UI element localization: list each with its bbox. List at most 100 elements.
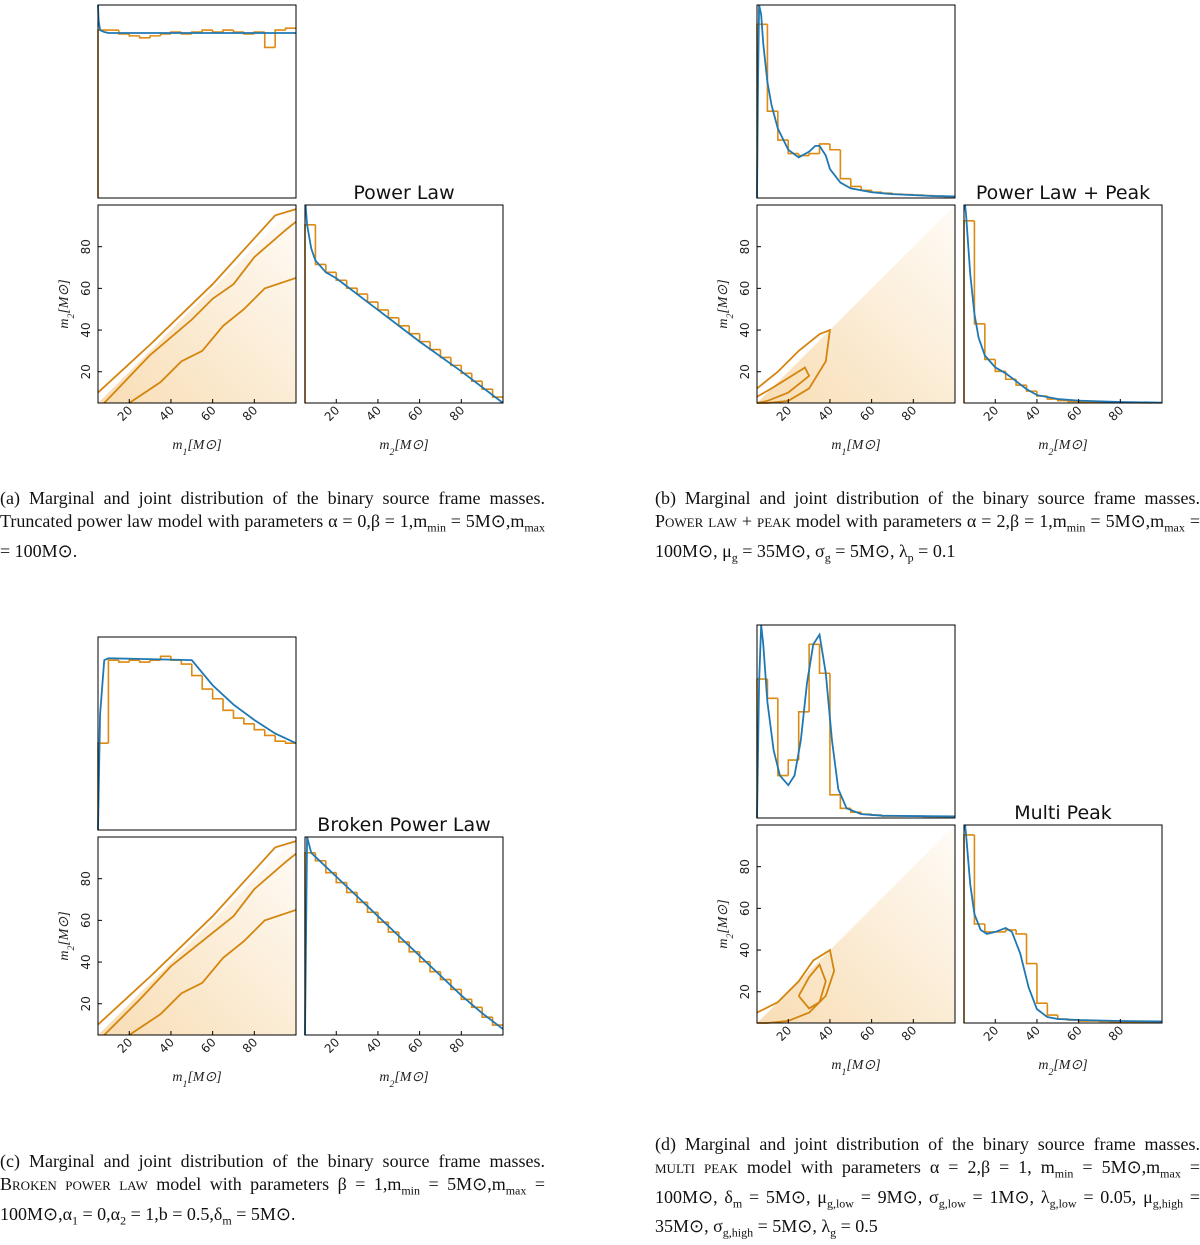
caption-run: min [1055, 1167, 1074, 1181]
histogram-step [767, 24, 777, 111]
y-tick-label: 20 [738, 364, 752, 379]
x-tick-label: 60 [198, 403, 219, 424]
y-tick-label: 40 [738, 322, 752, 337]
histogram-step [778, 698, 788, 775]
caption-run: g,low [827, 1196, 854, 1210]
caption-run: = 0,α [78, 1204, 120, 1224]
x-tick-label: 40 [1022, 403, 1043, 424]
label-run: m [716, 939, 731, 949]
model-curve [965, 205, 1162, 403]
histogram-step [830, 144, 840, 150]
histogram-step [326, 264, 336, 272]
y-tick-label: 80 [738, 859, 752, 874]
y-tick-label: 20 [79, 364, 93, 379]
x-tick-label: 20 [774, 403, 795, 424]
x-tick-label: 60 [857, 1023, 878, 1044]
caption-run: = 1,b = 0.5,δ [126, 1204, 222, 1224]
histogram-step [202, 30, 212, 32]
histogram-step [482, 1007, 492, 1017]
caption-run: (b) Marginal and joint distribution of t… [655, 488, 1200, 508]
x-tick-label: 40 [363, 403, 384, 424]
y-tick-label: 80 [79, 239, 93, 254]
histogram-step [420, 334, 430, 342]
histogram-step [286, 28, 296, 30]
model-curve [98, 658, 296, 830]
panel-title: Power Law [353, 182, 454, 204]
caption-run: = 5M⊙, λ [831, 541, 908, 561]
y-tick-label: 20 [738, 984, 752, 999]
label-run: m [57, 319, 72, 329]
x-tick-label: 80 [899, 403, 920, 424]
label-run: [M⊙] [846, 1058, 880, 1073]
histogram-step [223, 30, 233, 32]
caption-run: = 100M⊙. [0, 541, 77, 561]
x-tick-label: 80 [240, 403, 261, 424]
x-axis-label: m1[M⊙] [172, 438, 221, 458]
histogram-step [809, 644, 819, 712]
histogram-step [213, 30, 223, 32]
histogram-step [140, 36, 150, 38]
label-run: m [172, 438, 182, 453]
x-tick-label: 40 [815, 403, 836, 424]
x-axis-label: m1[M⊙] [831, 1058, 880, 1078]
caption-run: = 0.05, μ [1077, 1187, 1153, 1207]
label-run: m [379, 438, 389, 453]
histogram-step [1047, 1003, 1057, 1015]
axes-frame [757, 5, 955, 198]
y-tick-label: 20 [79, 996, 93, 1011]
caption-run: m [733, 1196, 742, 1210]
label-run: m [57, 951, 72, 961]
histogram-step [315, 225, 325, 265]
x-tick-label: 80 [240, 1035, 261, 1056]
caption-run: model with parameters α = 2,β = 1, m [738, 1157, 1055, 1177]
caption-run: = 5M⊙. [232, 1204, 296, 1224]
histogram-step [150, 660, 160, 662]
y-axis-label: m2[M⊙] [57, 911, 77, 960]
x-axis-label: m2[M⊙] [379, 1070, 428, 1090]
y-tick-label: 80 [79, 871, 93, 886]
model-curve [757, 5, 955, 198]
axes-frame [964, 205, 1162, 403]
x-tick-label: 20 [774, 1023, 795, 1044]
model-curve [305, 837, 503, 1035]
x-tick-label: 20 [981, 1023, 1002, 1044]
x-axis-label: m2[M⊙] [1038, 438, 1087, 458]
histogram-step [778, 111, 788, 140]
caption-run: = 0.1 [914, 541, 956, 561]
histogram-step [368, 294, 378, 302]
label-run: [M⊙] [394, 1070, 428, 1085]
caption-run: max [1164, 521, 1185, 535]
caption-run: = 35M⊙, σ [738, 541, 825, 561]
y-axis-label: m2[M⊙] [716, 899, 736, 948]
model-curve [306, 205, 503, 403]
panel-title: Broken Power Law [317, 814, 490, 836]
histogram-step [119, 660, 129, 662]
y-tick-label: 40 [79, 322, 93, 337]
histogram-step [357, 288, 367, 294]
label-run: m [172, 1070, 182, 1085]
x-tick-label: 80 [1106, 403, 1127, 424]
x-tick-label: 40 [156, 1035, 177, 1056]
x-tick-label: 40 [815, 1023, 836, 1044]
x-tick-label: 20 [115, 403, 136, 424]
y-tick-label: 40 [79, 954, 93, 969]
panel-title: Multi Peak [1014, 802, 1112, 824]
label-run: [M⊙] [394, 438, 428, 453]
caption-run: = 5M⊙, λ [753, 1216, 830, 1236]
x-tick-label: 60 [857, 403, 878, 424]
x-tick-label: 80 [447, 1035, 468, 1056]
histogram-step [315, 853, 325, 861]
caption-run: max [1160, 1167, 1181, 1181]
histogram-step [974, 221, 984, 324]
y-tick-label: 60 [738, 901, 752, 916]
caption: (c) Marginal and joint distribution of t… [0, 1150, 545, 1232]
caption-run: multi peak [655, 1157, 738, 1177]
histogram-step [851, 179, 861, 187]
caption-run: m [222, 1213, 231, 1227]
histogram-step [430, 342, 440, 350]
caption-run: = 5M⊙,m [420, 1174, 506, 1194]
label-run: [M⊙] [57, 911, 72, 945]
